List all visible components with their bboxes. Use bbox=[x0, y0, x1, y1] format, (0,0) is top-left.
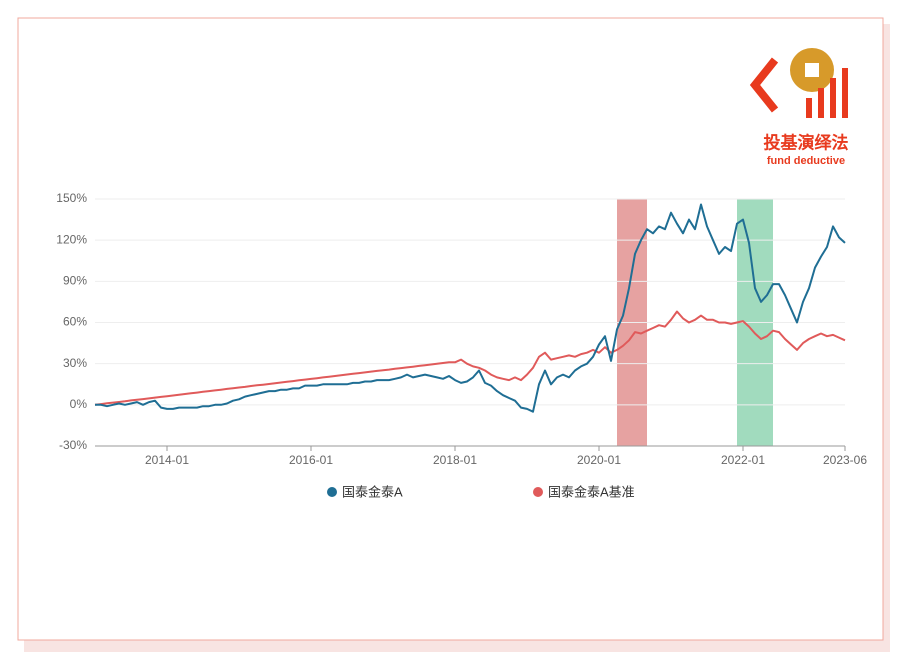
x-tick-label: 2022-01 bbox=[721, 453, 765, 467]
series-line bbox=[95, 203, 846, 413]
brand-name: 投基演绎法 bbox=[764, 132, 849, 152]
legend-marker bbox=[327, 487, 337, 497]
legend-marker bbox=[533, 487, 543, 497]
x-tick-label: 2014-01 bbox=[145, 453, 189, 467]
logo-bar bbox=[818, 88, 824, 118]
y-tick-label: 30% bbox=[63, 356, 87, 370]
x-tick-label: 2016-01 bbox=[289, 453, 333, 467]
series-line bbox=[94, 310, 846, 406]
logo: 投基演绎法 fund deductive bbox=[749, 48, 849, 167]
logo-bar bbox=[842, 68, 848, 118]
y-tick-label: 150% bbox=[56, 191, 87, 205]
logo-bar bbox=[806, 98, 812, 118]
y-tick-label: 0% bbox=[70, 397, 88, 411]
x-tick-label: 2023-06 bbox=[823, 453, 867, 467]
x-tick-label: 2020-01 bbox=[577, 453, 621, 467]
x-tick-label: 2018-01 bbox=[433, 453, 477, 467]
y-tick-label: 60% bbox=[63, 315, 87, 329]
y-tick-label: 120% bbox=[56, 232, 87, 246]
brand-slogan: fund deductive bbox=[767, 155, 845, 167]
y-tick-label: 90% bbox=[63, 274, 87, 288]
legend-label: 国泰金泰A基准 bbox=[548, 484, 635, 499]
y-tick-label: -30% bbox=[59, 438, 87, 452]
legend-label: 国泰金泰A bbox=[342, 484, 403, 499]
logo-bracket bbox=[749, 57, 779, 113]
logo-bar bbox=[830, 78, 836, 118]
logo-coin-hole bbox=[805, 63, 819, 77]
